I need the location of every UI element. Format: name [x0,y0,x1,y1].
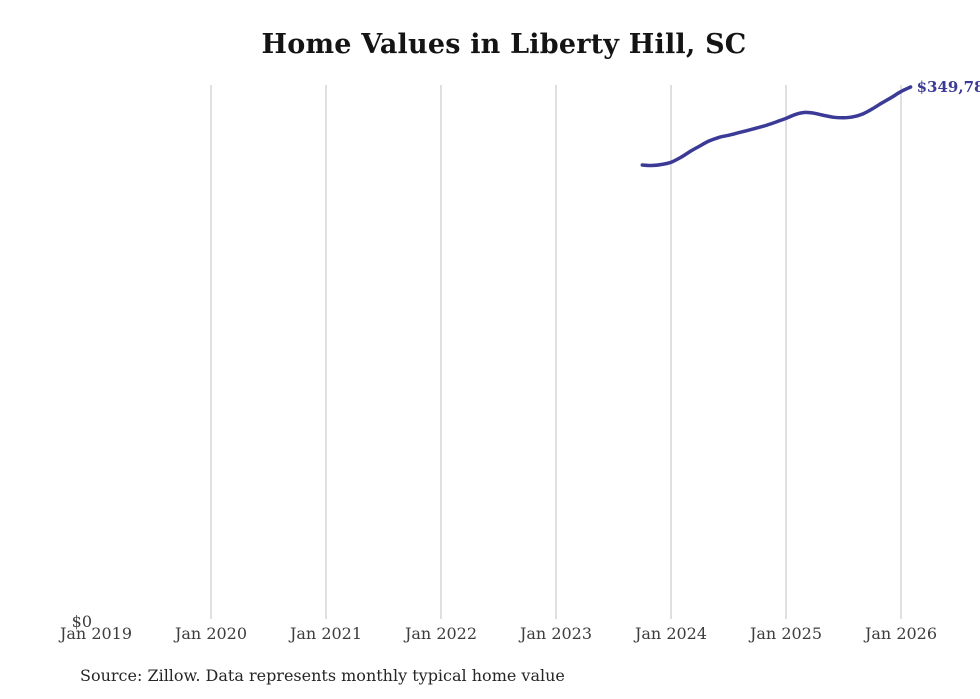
x-tick-label: Jan 2019 [59,624,133,643]
x-tick-label: Jan 2022 [404,624,478,643]
x-tick-label: Jan 2025 [749,624,823,643]
x-tick-label: Jan 2026 [864,624,938,643]
y-axis-zero-label: $0 [71,612,92,631]
chart-title: Home Values in Liberty Hill, SC [261,29,747,60]
latest-value-label: $349,788 [916,78,980,96]
x-tick-label: Jan 2024 [634,624,708,643]
source-note: Source: Zillow. Data represents monthly … [80,666,565,685]
home-value-line [640,85,913,168]
x-tick-label: Jan 2021 [289,624,363,643]
x-tick-label: Jan 2023 [519,624,593,643]
x-tick-label: Jan 2020 [174,624,248,643]
